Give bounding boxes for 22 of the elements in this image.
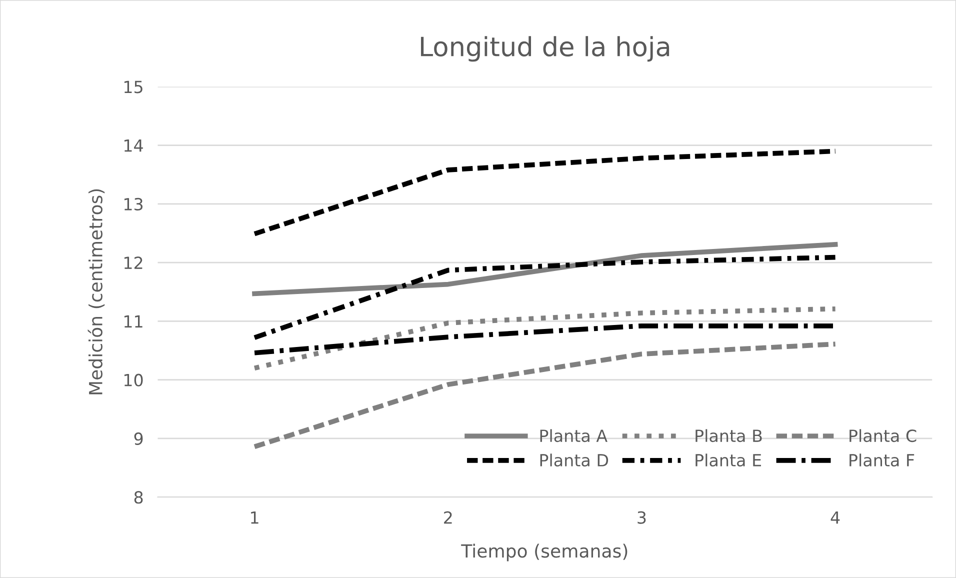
y-tick-label: 15 — [124, 80, 142, 94]
line-series — [252, 242, 838, 296]
y-tick-label: 14 — [124, 140, 143, 152]
y-tick-label: 12 — [124, 256, 142, 269]
x-tick-label: 4 — [830, 511, 840, 524]
legend-label: Planta C — [850, 429, 916, 442]
legend-label: Planta D — [540, 454, 608, 467]
x-tick-label: 2 — [444, 511, 452, 524]
legend-label: Planta A — [540, 429, 608, 442]
y-tick-label: 10 — [124, 374, 143, 386]
legend-label: Planta B — [696, 429, 762, 442]
y-tick-label: 9 — [134, 432, 143, 446]
y-tick-label: 11 — [124, 315, 142, 328]
x-axis-title: Tiempo (semanas) — [461, 544, 628, 562]
x-tick-label: 3 — [638, 511, 646, 524]
y-axis-title: Medición (centimetros) — [88, 189, 105, 394]
legend-label: Planta F — [850, 454, 914, 467]
y-tick-label: 8 — [134, 491, 143, 504]
x-tick-label: 1 — [251, 511, 258, 524]
chart-title: Longitud de la hoja — [420, 36, 670, 62]
y-tick-label: 13 — [124, 198, 143, 211]
legend-label: Planta E — [696, 454, 761, 467]
